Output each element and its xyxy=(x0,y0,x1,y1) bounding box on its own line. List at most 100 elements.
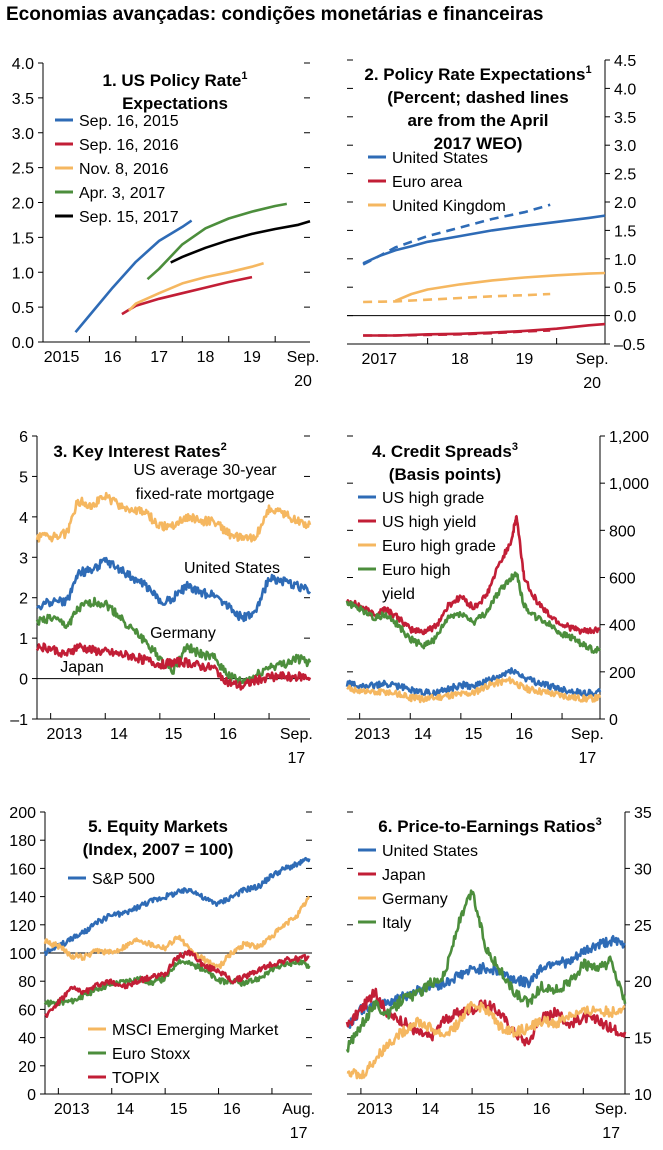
series-line xyxy=(35,556,312,623)
y-tick-label: 100 xyxy=(9,946,36,963)
legend-label: Sep. 16, 2015 xyxy=(79,113,179,130)
x-tick-label: 17 xyxy=(150,349,168,366)
y-tick-label: 3.0 xyxy=(12,126,34,143)
legend-label: Apr. 3, 2017 xyxy=(79,185,165,202)
x-tick-label: 14 xyxy=(422,1101,440,1118)
series-line xyxy=(363,329,551,337)
chart-title: 1. US Policy Rate1 xyxy=(102,70,247,90)
chart-title: (Basis points) xyxy=(389,465,501,484)
chart-title: 3. Key Interest Rates2 xyxy=(53,441,226,461)
legend-label: yield xyxy=(382,586,415,603)
x-tick-label: 19 xyxy=(243,349,261,366)
y-tick-label: 120 xyxy=(9,918,36,935)
chart-title: 2. Policy Rate Expectations1 xyxy=(364,64,591,84)
x-tick-label: 17 xyxy=(578,750,596,767)
y-tick-label: 3.5 xyxy=(12,91,34,108)
legend-label: Germany xyxy=(382,891,448,908)
x-tick-label: Sep. xyxy=(576,351,609,368)
x-tick-label: 16 xyxy=(223,1101,241,1118)
legend-label: Euro high xyxy=(382,562,451,579)
x-tick-label: Aug. xyxy=(282,1101,315,1118)
series-line xyxy=(74,219,193,334)
y-tick-label: 1,200 xyxy=(609,429,649,446)
series-line xyxy=(121,275,253,316)
y-tick-label: 1,000 xyxy=(609,476,649,493)
series-line xyxy=(346,1000,626,1080)
chart-title: 5. Equity Markets xyxy=(88,817,228,836)
x-tick-label: 15 xyxy=(170,1101,188,1118)
y-tick-label: 400 xyxy=(609,618,636,635)
y-tick-label: 4.0 xyxy=(614,81,636,98)
y-tick-label: 1.5 xyxy=(12,230,34,247)
legend-label: Nov. 8, 2016 xyxy=(79,161,169,178)
y-tick-label: 4.0 xyxy=(12,56,34,73)
legend-label: United States xyxy=(392,150,488,167)
y-tick-label: 160 xyxy=(9,861,36,878)
legend-label: Euro Stoxx xyxy=(112,1046,190,1063)
legend-label: S&P 500 xyxy=(92,871,155,888)
y-tick-label: 1.0 xyxy=(614,252,636,269)
chart-title: 4. Credit Spreads3 xyxy=(372,441,518,461)
series-line xyxy=(345,571,602,654)
y-tick-label: 80 xyxy=(18,974,36,991)
chart-title: (Index, 2007 = 100) xyxy=(83,840,234,859)
y-tick-label: 800 xyxy=(609,523,636,540)
x-tick-label: Sep. xyxy=(571,726,604,743)
chart-panel-1: 0.0 0.5 1.0 1.5 2.0 2.5 3.0 3.5 4.0 2015 16 17 18 19 S… xyxy=(12,56,320,390)
y-tick-label: 0.0 xyxy=(614,309,636,326)
legend-label: Japan xyxy=(382,867,426,884)
y-tick-label: 2.5 xyxy=(614,167,636,184)
series-line xyxy=(44,949,310,1018)
x-tick-label: 2013 xyxy=(357,1101,393,1118)
y-tick-label: 40 xyxy=(18,1031,36,1048)
x-tick-label: 16 xyxy=(515,726,533,743)
x-tick-label: 18 xyxy=(197,349,215,366)
x-tick-label: 15 xyxy=(165,726,183,743)
legend-label: Italy xyxy=(382,915,411,932)
y-tick-label: 3.0 xyxy=(614,138,636,155)
y-tick-label: 30 xyxy=(634,861,652,878)
series-line xyxy=(43,856,311,957)
chart-panel-5: 0 20 40 60 80 100 120 140 160 180 200 2013 14 15 16 Aug… xyxy=(9,805,315,1142)
x-tick-label: 17 xyxy=(290,1125,308,1142)
x-tick-label: 16 xyxy=(104,349,122,366)
series-line xyxy=(35,491,312,543)
y-tick-label: 2.0 xyxy=(12,196,34,213)
y-tick-label: 35 xyxy=(634,805,652,822)
chart-title: 2017 WEO) xyxy=(434,134,523,153)
series-line xyxy=(363,292,551,304)
y-tick-label: 1 xyxy=(19,631,28,648)
series-line xyxy=(362,214,606,265)
y-tick-label: 2 xyxy=(19,591,28,608)
y-tick-label: –0.5 xyxy=(614,337,645,354)
series-line xyxy=(362,203,551,266)
x-tick-label: Sep. xyxy=(287,349,320,366)
legend-label: United States xyxy=(382,843,478,860)
y-tick-label: 200 xyxy=(9,805,36,822)
series-label: Japan xyxy=(60,659,104,676)
x-tick-label: 16 xyxy=(533,1101,551,1118)
series-line xyxy=(35,596,312,685)
legend-label: United Kingdom xyxy=(392,198,506,215)
page-title: Economias avançadas: condições monetária… xyxy=(6,4,544,25)
series-label: fixed-rate mortgage xyxy=(136,486,275,503)
chart-panel-2: –0.5 0.0 0.5 1.0 1.5 2.0 2.5 3.0 3.5 4.0 4.5 2017 18… xyxy=(347,53,645,392)
x-tick-label: 2013 xyxy=(355,726,391,743)
x-tick-label: 18 xyxy=(451,351,469,368)
series-line xyxy=(127,261,264,312)
y-tick-label: 200 xyxy=(609,665,636,682)
y-tick-label: 0.5 xyxy=(12,300,34,317)
x-tick-label: 16 xyxy=(219,726,237,743)
y-tick-label: 0 xyxy=(27,1087,36,1104)
y-tick-label: 2.0 xyxy=(614,195,636,212)
y-tick-label: 4 xyxy=(19,510,28,527)
y-tick-label: 600 xyxy=(609,571,636,588)
x-tick-label: 15 xyxy=(477,1101,495,1118)
series-line xyxy=(346,676,602,704)
series-line xyxy=(394,271,606,302)
x-tick-label: 2017 xyxy=(361,351,397,368)
legend-label: TOPIX xyxy=(112,1070,160,1087)
chart-title: 6. Price-to-Earnings Ratios3 xyxy=(378,816,601,836)
chart-panel-4: 0 200 400 600 800 1,000 1,200 2013 14 15 16 Sep. 17 4… xyxy=(345,429,649,767)
